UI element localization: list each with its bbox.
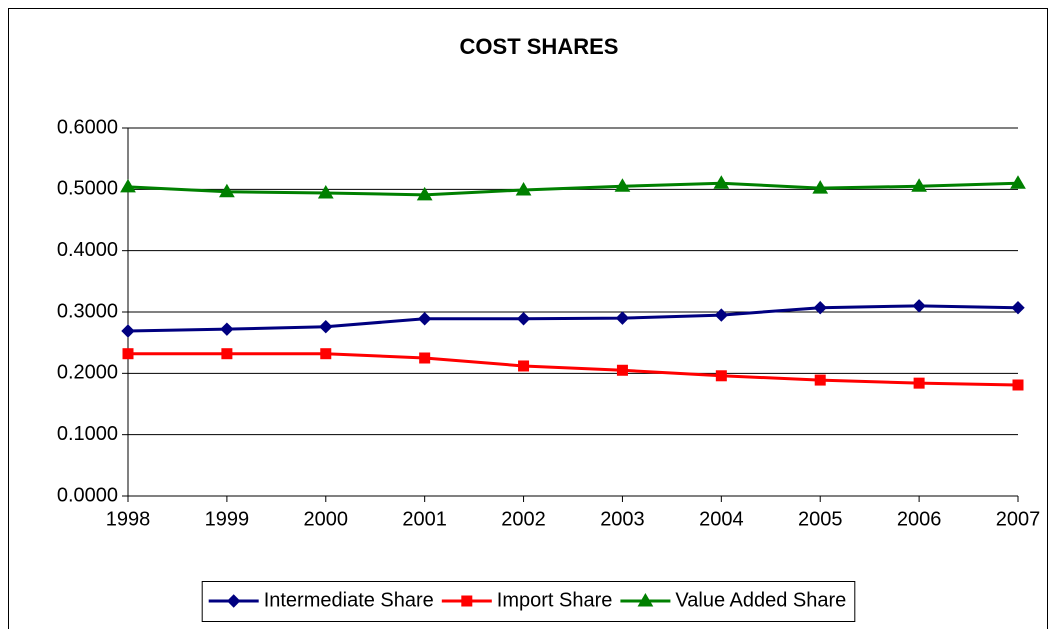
marker [226,594,241,608]
marker [813,300,827,315]
legend-label: Intermediate Share [264,589,434,611]
marker [220,322,234,336]
x-tick-label: 2006 [897,508,942,530]
marker [518,360,530,372]
marker [913,377,925,389]
x-tick-label: 2007 [996,508,1041,530]
legend-label: Import Share [497,589,613,611]
marker [319,320,333,334]
marker [416,186,433,201]
marker [1011,300,1025,315]
marker [320,348,332,360]
marker [714,308,729,322]
marker [121,324,135,338]
y-tick-label: 0.6000 [57,116,118,138]
marker [120,178,136,193]
marker [1012,379,1024,391]
marker [317,185,334,199]
marker [219,183,235,198]
series-line [127,304,1019,333]
marker [637,593,654,607]
chart-title: COST SHARES [460,34,619,59]
x-tick-label: 1998 [106,508,151,530]
y-tick-label: 0.5000 [57,178,118,200]
marker [614,178,631,192]
marker [1010,175,1026,189]
marker [814,374,826,386]
marker [417,312,432,326]
y-tick-label: 0.2000 [57,362,118,384]
marker [615,311,630,325]
legend-label: Value Added Share [675,589,846,611]
marker [122,348,134,360]
x-tick-label: 2000 [304,508,349,530]
x-tick-label: 2002 [501,508,546,530]
legend-box [201,581,856,622]
marker [419,352,431,364]
y-tick-label: 0.0000 [57,484,118,506]
x-tick-label: 2004 [699,508,744,530]
marker [812,180,829,194]
marker [516,312,531,326]
y-tick-label: 0.1000 [57,423,118,445]
x-tick-label: 2003 [600,508,645,530]
marker [912,299,926,313]
marker [461,595,473,607]
series-line [127,181,1019,197]
marker [715,370,727,382]
x-tick-label: 2005 [798,508,843,530]
legend: Intermediate Share Import Share Value Adde… [201,581,856,622]
y-tick-label: 0.4000 [57,239,118,261]
marker [911,178,927,192]
marker [713,175,730,189]
y-tick-label: 0.3000 [57,300,118,322]
marker [221,348,233,360]
series-line [128,352,1019,387]
x-tick-label: 2001 [402,508,447,530]
marker [515,181,532,196]
marker [616,364,628,376]
x-tick-label: 1999 [205,508,250,530]
